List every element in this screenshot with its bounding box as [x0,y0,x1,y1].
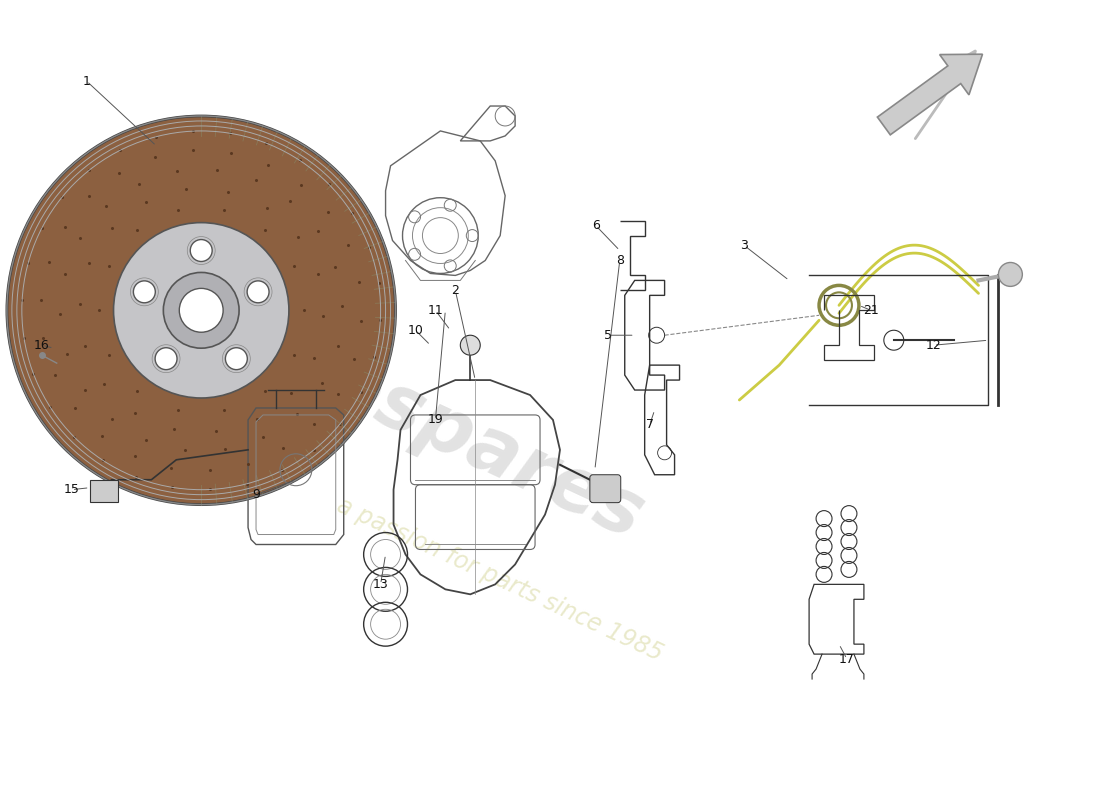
Text: 9: 9 [252,488,260,501]
Text: 3: 3 [740,239,748,252]
Text: 5: 5 [604,329,612,342]
FancyBboxPatch shape [590,474,620,502]
Circle shape [190,239,212,262]
Text: 2: 2 [451,284,460,297]
Text: 21: 21 [864,304,879,317]
Text: 17: 17 [839,653,855,666]
Circle shape [163,273,239,348]
Text: 16: 16 [34,338,50,352]
Text: 10: 10 [407,324,424,337]
Text: 11: 11 [428,304,443,317]
Text: 8: 8 [616,254,624,267]
Circle shape [113,222,289,398]
Text: 7: 7 [646,418,653,431]
Text: 6: 6 [592,219,600,232]
Text: a passion for parts since 1985: a passion for parts since 1985 [333,493,667,666]
Text: 15: 15 [64,483,79,496]
Text: 13: 13 [373,578,388,591]
FancyBboxPatch shape [89,480,118,502]
Circle shape [133,281,155,302]
Circle shape [179,288,223,332]
Text: 19: 19 [428,414,443,426]
Text: 12: 12 [926,338,942,352]
Circle shape [248,281,270,302]
FancyArrow shape [878,54,982,135]
Text: eurospares: eurospares [186,284,654,555]
Circle shape [226,348,248,370]
Circle shape [7,116,396,505]
Circle shape [155,348,177,370]
Text: 1: 1 [82,74,90,88]
Circle shape [460,335,481,355]
Circle shape [999,262,1022,286]
